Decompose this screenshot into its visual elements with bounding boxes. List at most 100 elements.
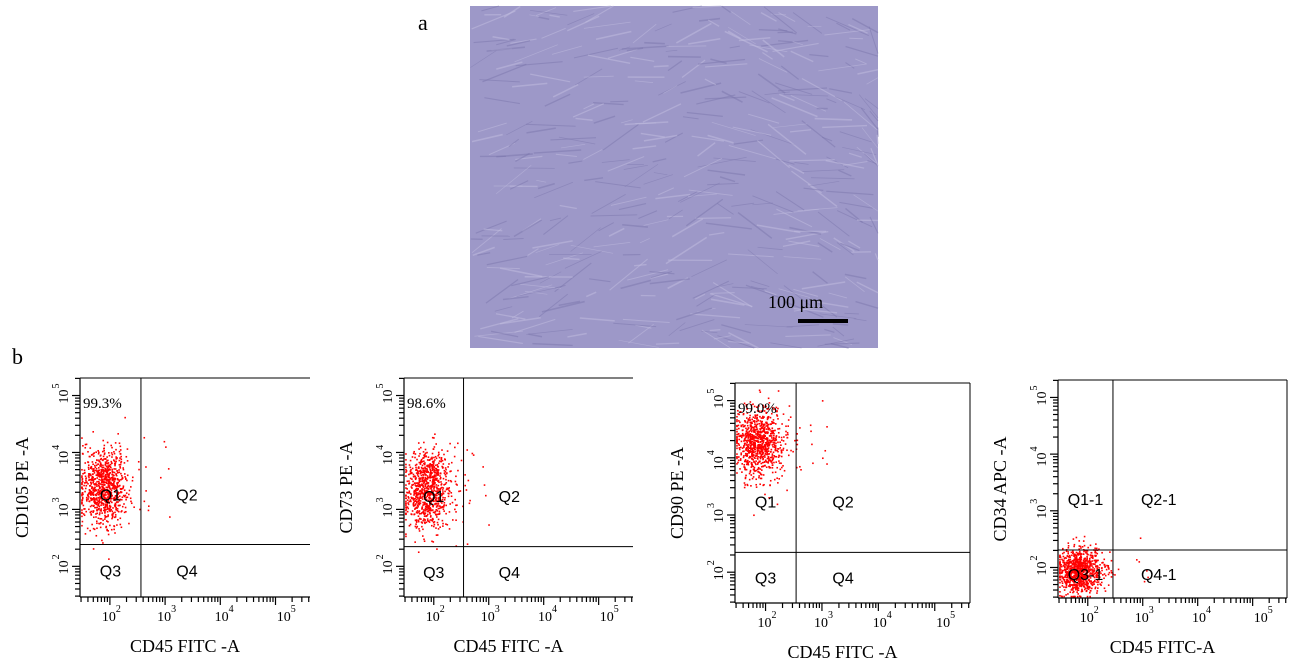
event-dot bbox=[1079, 581, 1082, 584]
event-dot bbox=[416, 512, 419, 514]
event-dot bbox=[435, 506, 438, 508]
event-dot bbox=[1062, 578, 1065, 581]
event-dot bbox=[1074, 574, 1077, 576]
event-dot bbox=[416, 496, 419, 499]
event-dot bbox=[751, 463, 753, 466]
cell-streak bbox=[667, 60, 683, 72]
event-dot bbox=[760, 469, 763, 471]
event-dot bbox=[1090, 556, 1093, 559]
event-dot bbox=[771, 406, 774, 409]
event-dot bbox=[1073, 554, 1076, 557]
event-dot bbox=[1084, 557, 1086, 560]
event-dot bbox=[739, 446, 742, 449]
event-dot bbox=[111, 473, 113, 476]
x-tick-label: 10 bbox=[758, 616, 772, 631]
event-dot bbox=[434, 467, 436, 470]
event-dot bbox=[1082, 579, 1085, 582]
cell-streak bbox=[692, 5, 722, 9]
event-dot bbox=[1078, 548, 1080, 550]
event-dot bbox=[766, 417, 769, 419]
event-dot bbox=[417, 492, 420, 494]
event-dot bbox=[747, 436, 750, 438]
event-dot bbox=[1081, 580, 1083, 583]
event-dot bbox=[773, 434, 775, 437]
event-dot bbox=[425, 496, 427, 499]
event-dot bbox=[758, 410, 761, 413]
cell-streak bbox=[526, 328, 573, 335]
cell-streak bbox=[710, 58, 727, 64]
event-dot bbox=[787, 419, 790, 421]
event-dot bbox=[447, 466, 449, 468]
event-dot bbox=[771, 455, 774, 457]
event-dot bbox=[1076, 565, 1079, 568]
quadrant-label: Q4 bbox=[832, 571, 853, 588]
event-dot bbox=[742, 424, 744, 426]
event-dot bbox=[96, 506, 98, 509]
event-dot bbox=[104, 457, 107, 460]
event-dot bbox=[103, 444, 106, 447]
event-dot bbox=[1089, 572, 1092, 574]
event-dot bbox=[126, 460, 129, 462]
event-dot bbox=[754, 417, 756, 420]
event-dot bbox=[1086, 552, 1088, 554]
event-dot bbox=[419, 484, 421, 486]
cell-streak bbox=[595, 30, 632, 40]
event-dot bbox=[1068, 570, 1070, 572]
event-dot bbox=[1066, 568, 1069, 570]
event-dot bbox=[1064, 569, 1067, 572]
event-dot bbox=[1085, 560, 1088, 562]
event-dot bbox=[445, 523, 447, 525]
event-dot bbox=[1069, 578, 1072, 581]
event-dot bbox=[119, 517, 122, 520]
event-dot bbox=[106, 503, 109, 505]
event-dot bbox=[423, 472, 426, 474]
event-dot bbox=[110, 489, 113, 492]
event-dot bbox=[434, 459, 436, 461]
event-dot bbox=[753, 405, 756, 408]
cell-streak bbox=[477, 122, 507, 133]
event-dot bbox=[758, 405, 760, 407]
cell-streak bbox=[863, 153, 879, 167]
event-dot bbox=[428, 492, 431, 495]
event-dot bbox=[1114, 574, 1116, 576]
event-dot bbox=[81, 496, 84, 499]
x-tick-label: 10 bbox=[873, 616, 887, 631]
cell-streak bbox=[532, 240, 573, 249]
event-dot bbox=[1067, 585, 1070, 587]
event-dot bbox=[114, 485, 117, 488]
cell-streak bbox=[842, 161, 868, 166]
event-dot bbox=[437, 454, 439, 457]
cell-streak bbox=[785, 334, 831, 338]
event-dot bbox=[769, 432, 772, 435]
event-dot bbox=[437, 507, 440, 510]
event-dot bbox=[424, 483, 427, 486]
event-dot bbox=[412, 498, 415, 501]
event-dot bbox=[119, 453, 122, 455]
event-dot bbox=[436, 477, 438, 480]
event-dot bbox=[414, 504, 416, 507]
event-dot bbox=[426, 495, 429, 498]
event-dot bbox=[1063, 566, 1066, 569]
scale-bar bbox=[798, 319, 848, 323]
event-dot bbox=[423, 488, 425, 491]
event-dot bbox=[1089, 595, 1091, 598]
event-dot bbox=[121, 496, 124, 499]
cell-streak bbox=[654, 23, 672, 32]
event-dot bbox=[1059, 568, 1061, 571]
quadrant-label: Q3 bbox=[755, 571, 776, 588]
event-dot bbox=[1066, 560, 1069, 562]
event-dot bbox=[777, 456, 780, 458]
cell-streak bbox=[771, 97, 818, 118]
event-dot bbox=[414, 500, 417, 503]
event-dot bbox=[405, 504, 407, 507]
event-dot bbox=[1065, 584, 1068, 587]
event-dot bbox=[424, 505, 427, 508]
event-dot bbox=[1066, 576, 1069, 579]
event-dot bbox=[757, 445, 759, 447]
event-dot bbox=[1139, 537, 1142, 540]
event-dot bbox=[98, 498, 101, 500]
event-dot bbox=[435, 443, 437, 445]
event-dot bbox=[1063, 565, 1065, 567]
event-dot bbox=[99, 462, 102, 465]
event-dot bbox=[749, 435, 752, 438]
